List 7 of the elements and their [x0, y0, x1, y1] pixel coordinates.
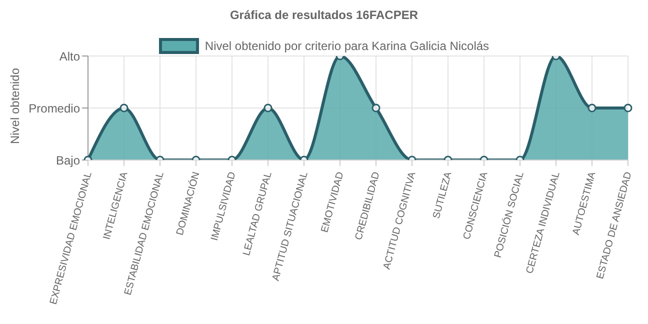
y-axis-title: Nivel obtenido — [8, 68, 22, 144]
category-label: Bajo — [56, 153, 80, 168]
x-tick-label: LEALTAD GRUPAL — [241, 170, 274, 257]
legend-label: Nivel obtenido por criterio para Karina Galicia Nicolás — [204, 39, 490, 53]
category-label: Promedio — [28, 101, 80, 116]
category-label: Alto — [59, 49, 80, 64]
chart-title: Gráfica de resultados 16FACPER — [228, 8, 420, 22]
